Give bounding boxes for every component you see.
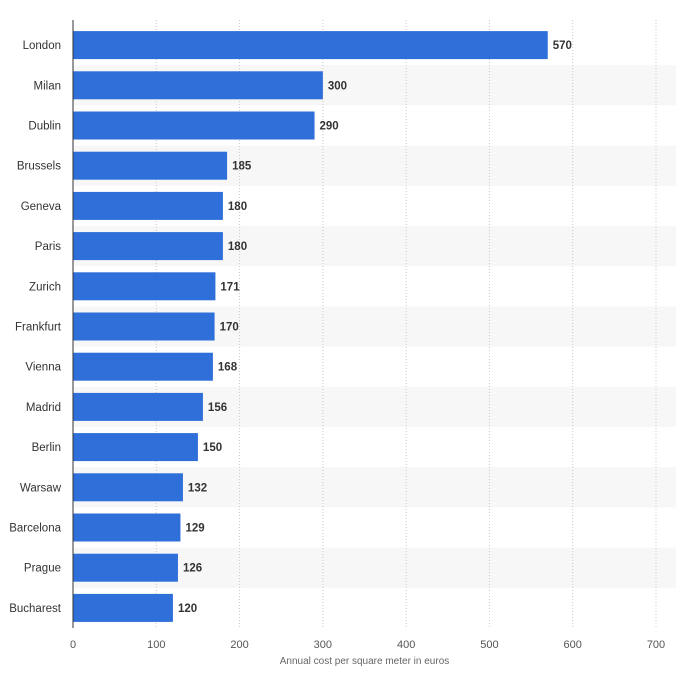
x-tick-label: 700 (647, 639, 665, 651)
data-label: 171 (220, 281, 240, 293)
data-label: 132 (188, 482, 207, 494)
bar-berlin[interactable] (73, 433, 198, 462)
bar-paris[interactable] (73, 232, 223, 261)
category-label: Prague (24, 563, 61, 575)
data-label: 180 (228, 241, 247, 253)
category-label: Zurich (29, 281, 61, 293)
category-label: Brussels (17, 161, 61, 173)
data-label: 185 (232, 161, 252, 173)
category-label: Paris (35, 241, 61, 253)
category-label: Geneva (21, 201, 62, 213)
bars (73, 31, 548, 622)
bar-milan[interactable] (73, 71, 323, 100)
data-label: 150 (203, 442, 222, 454)
bar-bucharest[interactable] (73, 593, 173, 622)
data-label: 156 (208, 402, 227, 414)
category-label: Frankfurt (15, 322, 62, 334)
data-labels: 570 300 290 185 180 180 171 170 168 156 150 132 129 1… (178, 40, 572, 615)
category-labels: London Milan Dublin Brussels Geneva Paris Zuri… (9, 40, 62, 615)
bar-prague[interactable] (73, 553, 178, 582)
bar-dublin[interactable] (73, 111, 315, 140)
data-label: 120 (178, 603, 197, 615)
category-label: Berlin (32, 442, 61, 454)
data-label: 300 (328, 80, 347, 92)
data-label: 180 (228, 201, 247, 213)
bar-geneva[interactable] (73, 191, 223, 220)
bar-brussels[interactable] (73, 151, 228, 180)
category-label: Madrid (26, 402, 61, 414)
data-label: 290 (320, 121, 339, 133)
x-tick-label: 600 (564, 639, 582, 651)
bar-warsaw[interactable] (73, 473, 183, 502)
data-label: 129 (185, 523, 204, 535)
category-label: Warsaw (20, 482, 62, 494)
data-label: 168 (218, 362, 238, 374)
category-label: Bucharest (9, 603, 62, 615)
category-label: Barcelona (9, 523, 61, 535)
bar-vienna[interactable] (73, 352, 213, 381)
data-label: 170 (220, 322, 239, 334)
bar-london[interactable] (73, 31, 548, 60)
x-tick-label: 400 (397, 639, 415, 651)
bar-madrid[interactable] (73, 392, 203, 421)
category-label: London (23, 40, 61, 52)
data-label: 126 (183, 563, 202, 575)
x-tick-label: 200 (230, 639, 248, 651)
data-label: 570 (553, 40, 572, 52)
category-label: Dublin (28, 121, 61, 133)
x-tick-label: 500 (480, 639, 498, 651)
x-tick-label: 300 (314, 639, 332, 651)
category-label: Milan (34, 80, 61, 92)
bar-barcelona[interactable] (73, 513, 181, 542)
category-label: Vienna (25, 362, 61, 374)
bar-frankfurt[interactable] (73, 312, 215, 341)
x-tick-label: 100 (147, 639, 165, 651)
x-tick-labels: 0 100 200 300 400 500 600 700 (70, 639, 665, 651)
x-tick-label: 0 (70, 639, 76, 651)
bar-zurich[interactable] (73, 272, 216, 301)
x-axis-title: Annual cost per square meter in euros (280, 656, 450, 667)
